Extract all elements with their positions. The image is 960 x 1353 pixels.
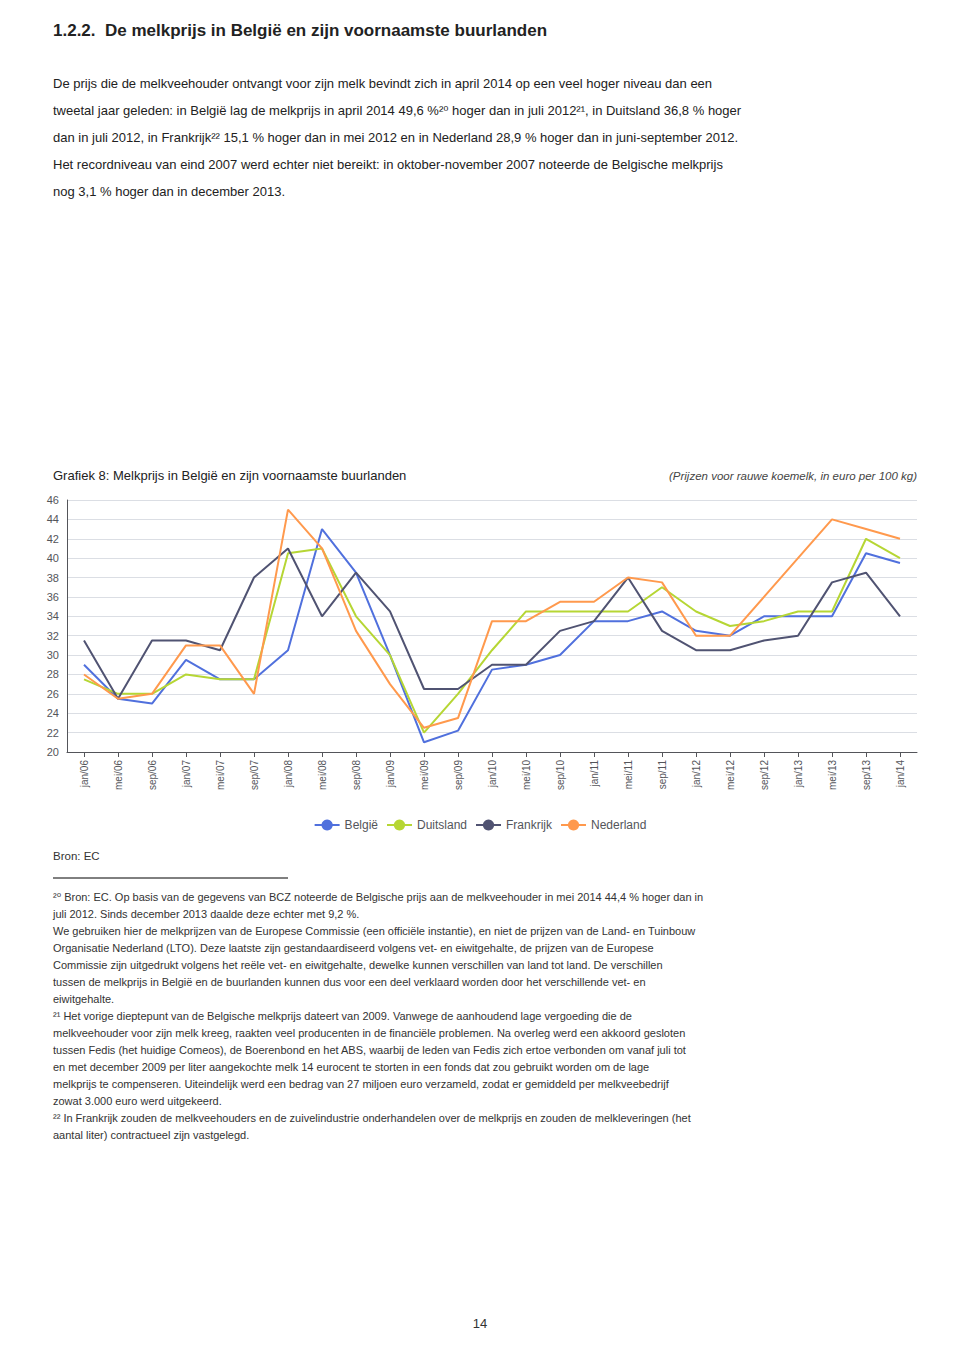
svg-text:Commissie zijn uitgedrukt volg: Commissie zijn uitgedrukt volgens het re… <box>53 959 663 971</box>
svg-text:België: België <box>345 818 379 832</box>
svg-text:²¹ Het vorige dieptepunt van d: ²¹ Het vorige dieptepunt van de Belgisch… <box>53 1010 632 1022</box>
svg-text:sep/11: sep/11 <box>657 760 668 790</box>
svg-text:Organisatie Nederland (LTO). D: Organisatie Nederland (LTO). Deze laatst… <box>53 942 654 954</box>
svg-text:jan/07: jan/07 <box>181 760 192 789</box>
svg-text:mei/09: mei/09 <box>419 760 430 790</box>
svg-text:²⁰ Bron: EC. Op basis van de g: ²⁰ Bron: EC. Op basis van de gegevens va… <box>53 891 703 903</box>
svg-text:jan/14: jan/14 <box>895 760 906 789</box>
svg-text:juli 2012. Sinds december 2013: juli 2012. Sinds december 2013 daalde de… <box>52 908 359 920</box>
svg-text:Frankrijk: Frankrijk <box>506 818 553 832</box>
svg-text:36: 36 <box>47 591 59 603</box>
svg-text:aantal liter) contractueel zij: aantal liter) contractueel zijn vastgele… <box>53 1129 249 1141</box>
svg-text:De prijs die de melkveehouder: De prijs die de melkveehouder ontvangt v… <box>53 76 712 91</box>
svg-text:46: 46 <box>47 494 59 506</box>
svg-text:dan in juli 2012, in Frankrijk: dan in juli 2012, in Frankrijk²² 15,1 % … <box>53 130 738 145</box>
svg-text:melkprijs te compenseren. Uite: melkprijs te compenseren. Uiteindelijk w… <box>53 1078 670 1090</box>
svg-text:mei/11: mei/11 <box>623 760 634 790</box>
svg-text:mei/08: mei/08 <box>317 760 328 790</box>
svg-text:(Prijzen voor rauwe koemelk, i: (Prijzen voor rauwe koemelk, in euro per… <box>669 470 917 482</box>
svg-text:en met december 2009 per liter: en met december 2009 per liter aangekoch… <box>53 1061 649 1073</box>
svg-text:sep/13: sep/13 <box>861 760 872 790</box>
svg-text:24: 24 <box>47 707 59 719</box>
svg-text:tussen Fedis (het huidige Come: tussen Fedis (het huidige Comeos), de Bo… <box>53 1044 686 1056</box>
svg-text:tussen de melkprijs in België: tussen de melkprijs in België en de buur… <box>53 976 646 988</box>
svg-text:tweetal jaar geleden: in Belgi: tweetal jaar geleden: in België lag de m… <box>53 103 742 118</box>
svg-text:44: 44 <box>47 513 59 525</box>
svg-text:1.2.2. De melkprijs in België: 1.2.2. De melkprijs in België en zijn vo… <box>53 21 547 40</box>
svg-text:mei/12: mei/12 <box>725 760 736 790</box>
svg-text:34: 34 <box>47 610 59 622</box>
svg-text:sep/10: sep/10 <box>555 760 566 790</box>
svg-text:14: 14 <box>473 1316 487 1331</box>
svg-text:jan/13: jan/13 <box>793 760 804 789</box>
svg-text:Nederland: Nederland <box>591 818 646 832</box>
svg-text:38: 38 <box>47 572 59 584</box>
svg-text:jan/12: jan/12 <box>691 760 702 789</box>
svg-text:mei/13: mei/13 <box>827 760 838 790</box>
svg-text:jan/11: jan/11 <box>589 760 600 788</box>
svg-text:melkveehouder voor zijn melk k: melkveehouder voor zijn melk kreeg, raak… <box>53 1027 685 1039</box>
svg-text:nog 3,1 % hoger dan in decembe: nog 3,1 % hoger dan in december 2013. <box>53 184 285 199</box>
svg-text:jan/06: jan/06 <box>79 760 90 789</box>
svg-text:32: 32 <box>47 630 59 642</box>
svg-text:sep/07: sep/07 <box>249 760 260 790</box>
svg-text:Duitsland: Duitsland <box>417 818 467 832</box>
svg-text:Bron: EC: Bron: EC <box>53 850 100 862</box>
svg-text:eiwitgehalte.: eiwitgehalte. <box>53 993 114 1005</box>
svg-text:mei/07: mei/07 <box>215 760 226 790</box>
svg-text:40: 40 <box>47 552 59 564</box>
svg-text:sep/06: sep/06 <box>147 760 158 790</box>
svg-text:We gebruiken hier de melkprijz: We gebruiken hier de melkprijzen van de … <box>53 925 695 937</box>
svg-text:sep/09: sep/09 <box>453 760 464 790</box>
svg-text:Het recordniveau van eind 2007: Het recordniveau van eind 2007 werd echt… <box>53 157 723 172</box>
svg-text:mei/10: mei/10 <box>521 760 532 790</box>
svg-text:²² In Frankrijk zouden de melk: ²² In Frankrijk zouden de melkveehouders… <box>53 1112 691 1124</box>
svg-text:Grafiek 8: Melkprijs in België: Grafiek 8: Melkprijs in België en zijn v… <box>53 468 406 483</box>
svg-text:zowat 3.000 euro werd uitgekee: zowat 3.000 euro werd uitgekeerd. <box>53 1095 222 1107</box>
svg-text:jan/10: jan/10 <box>487 760 498 789</box>
svg-text:28: 28 <box>47 668 59 680</box>
svg-text:sep/12: sep/12 <box>759 760 770 790</box>
svg-text:20: 20 <box>47 746 59 758</box>
svg-text:30: 30 <box>47 649 59 661</box>
svg-text:mei/06: mei/06 <box>113 760 124 790</box>
svg-text:26: 26 <box>47 688 59 700</box>
svg-text:42: 42 <box>47 533 59 545</box>
svg-text:22: 22 <box>47 727 59 739</box>
svg-text:jan/08: jan/08 <box>283 760 294 789</box>
svg-text:jan/09: jan/09 <box>385 760 396 789</box>
svg-text:sep/08: sep/08 <box>351 760 362 790</box>
